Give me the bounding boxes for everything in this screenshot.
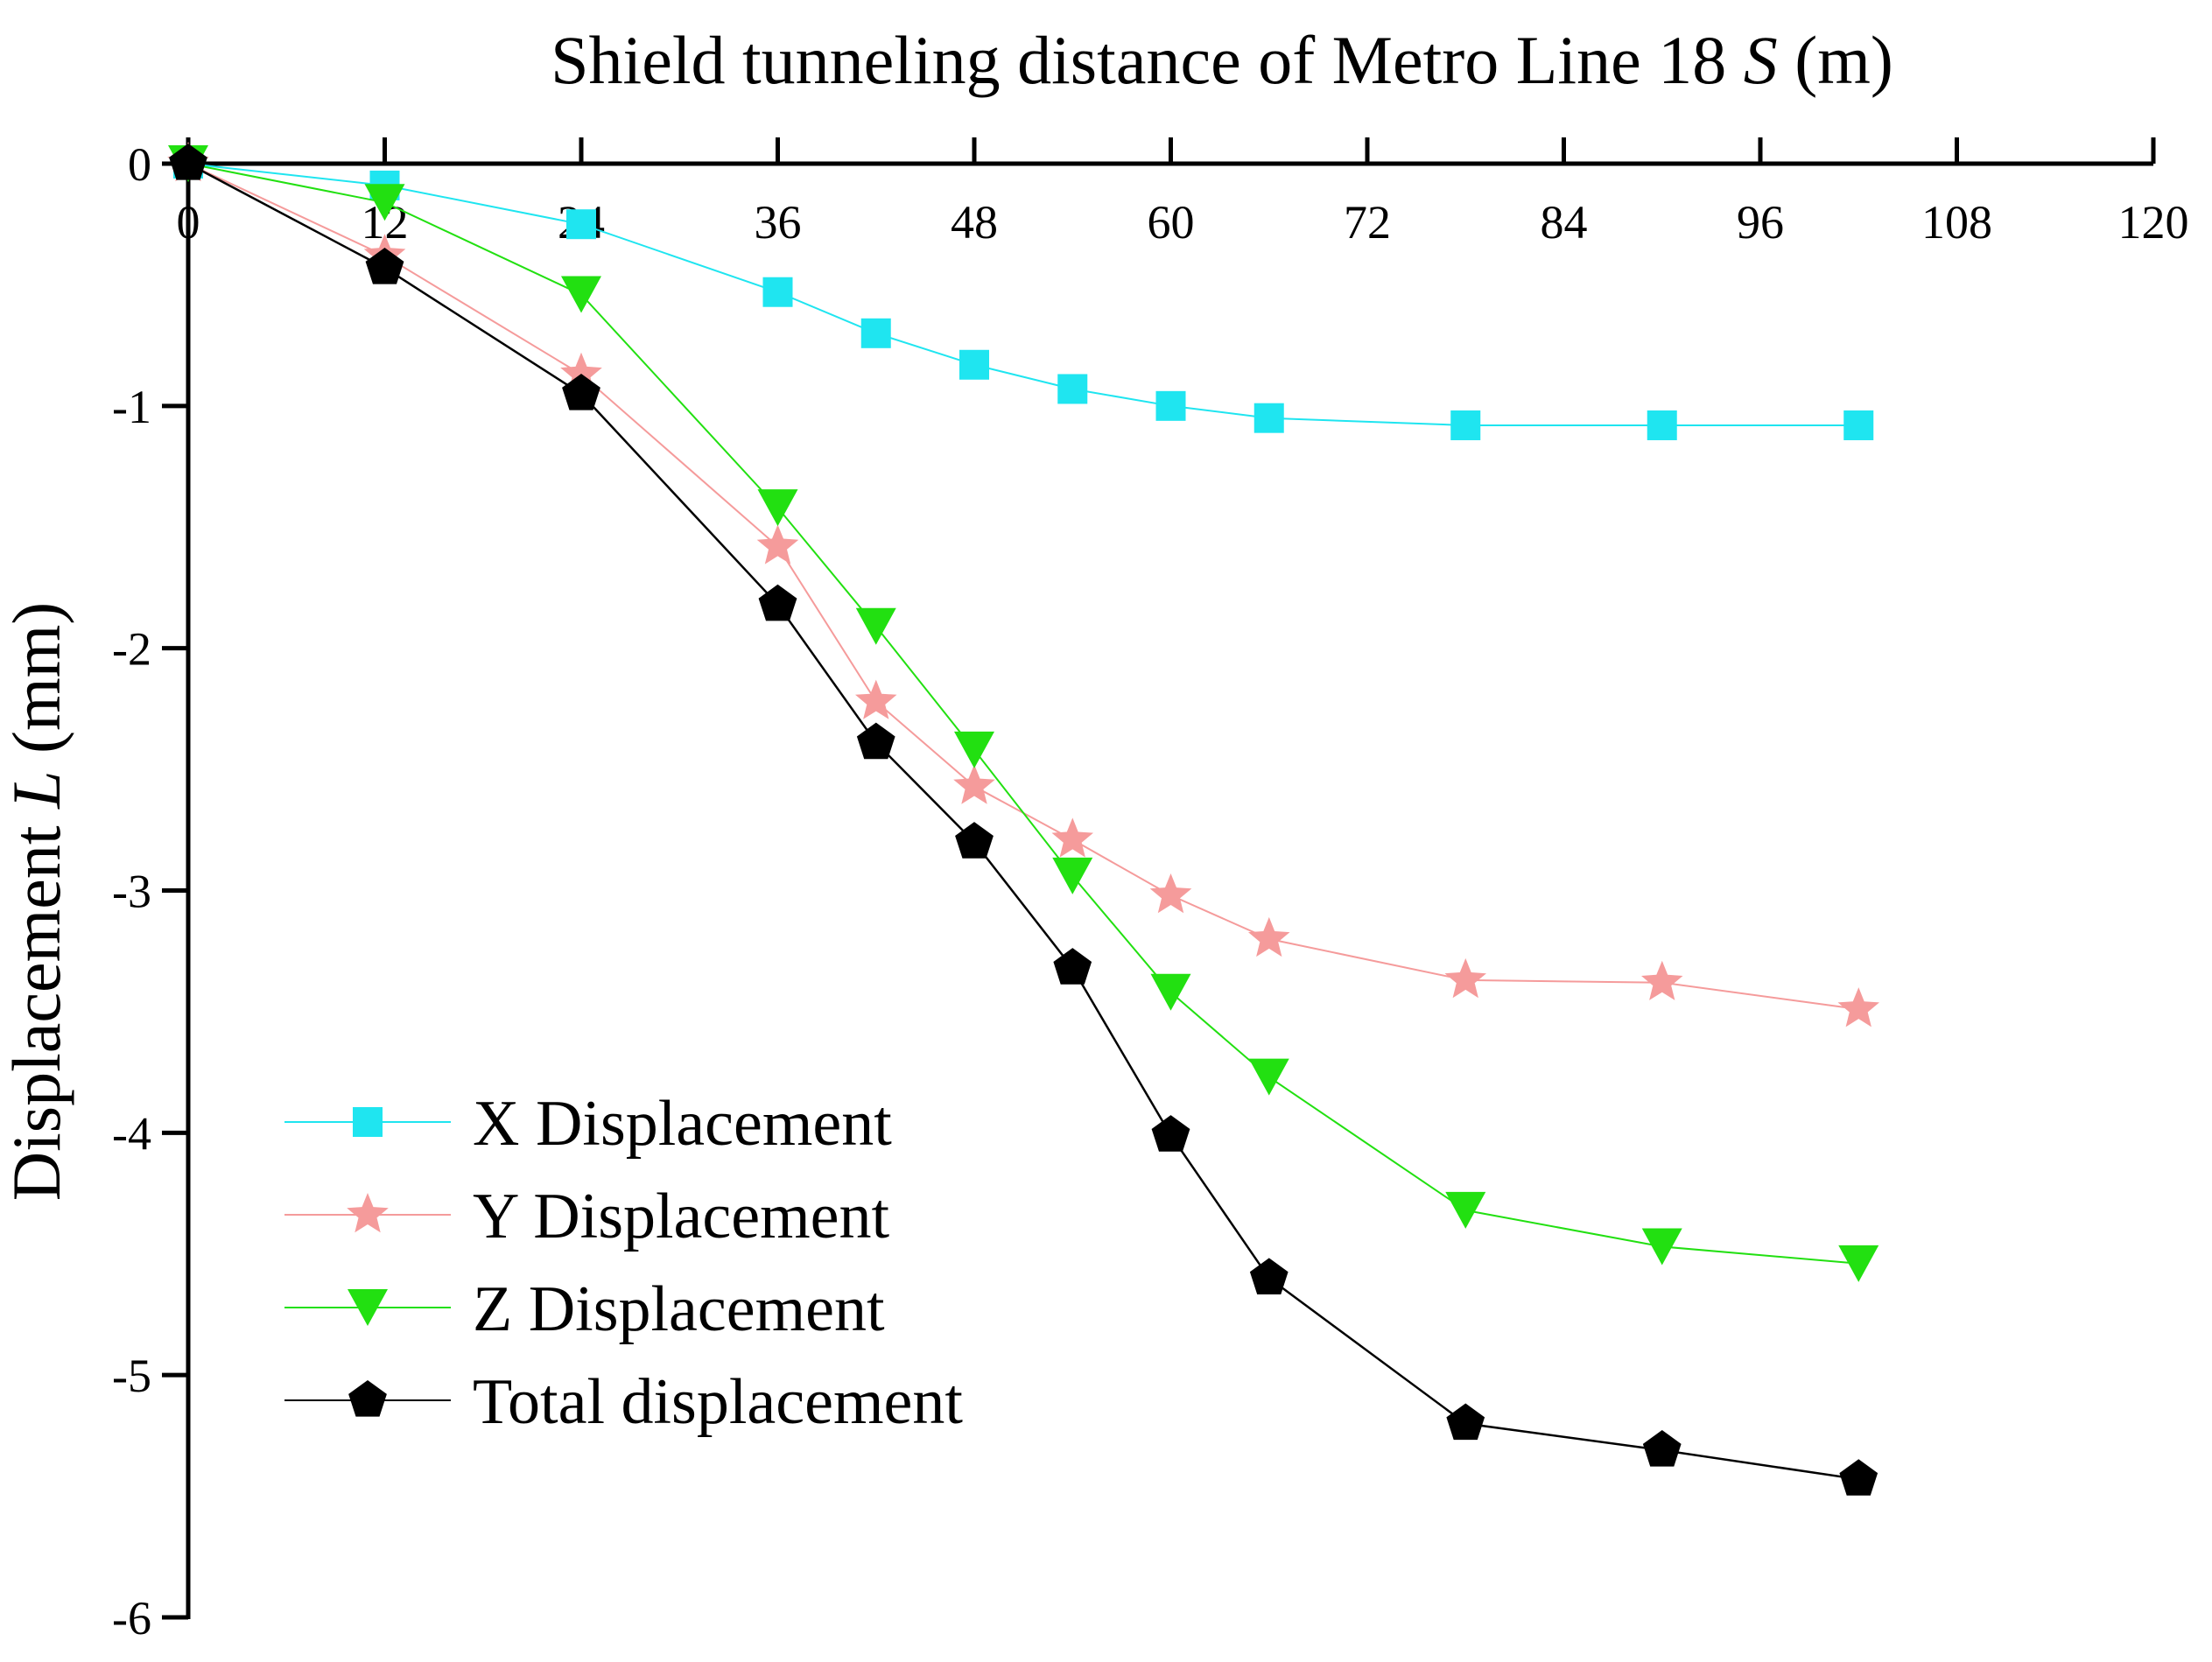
data-point bbox=[1445, 1191, 1486, 1229]
data-point bbox=[757, 489, 798, 527]
data-point bbox=[561, 276, 601, 313]
data-point bbox=[855, 607, 896, 645]
data-point bbox=[1057, 374, 1088, 404]
x-tick-label: 84 bbox=[1541, 196, 1588, 249]
data-point bbox=[365, 248, 404, 284]
x-tick-label: 72 bbox=[1344, 196, 1391, 249]
y-axis-title-unit: (mm) bbox=[0, 602, 74, 771]
data-point bbox=[566, 209, 596, 240]
legend-item: Z Displacement bbox=[284, 1273, 885, 1345]
data-point bbox=[1248, 1058, 1289, 1096]
data-point bbox=[1647, 410, 1677, 440]
data-point bbox=[1444, 957, 1486, 999]
data-point bbox=[1155, 390, 1186, 421]
x-tick-label: 96 bbox=[1737, 196, 1784, 249]
data-point bbox=[169, 144, 207, 180]
x-tick-label: 48 bbox=[951, 196, 998, 249]
data-point bbox=[954, 731, 994, 768]
data-point bbox=[1149, 873, 1192, 914]
data-point bbox=[855, 679, 897, 719]
data-point bbox=[953, 764, 995, 804]
legend-label: Z Displacement bbox=[473, 1273, 885, 1345]
data-point bbox=[1450, 410, 1481, 440]
legend-marker bbox=[348, 1380, 387, 1417]
legend-item: Y Displacement bbox=[284, 1181, 889, 1252]
data-point bbox=[1150, 973, 1191, 1011]
data-point bbox=[1249, 1258, 1289, 1294]
data-point bbox=[1838, 1245, 1879, 1282]
x-axis-title: Shield tunneling distance of Metro Line … bbox=[551, 22, 1893, 98]
data-point bbox=[1839, 1459, 1878, 1496]
data-point bbox=[756, 524, 799, 565]
legend-label: X Displacement bbox=[473, 1088, 892, 1160]
data-point bbox=[1253, 403, 1284, 433]
y-tick-label: 0 bbox=[128, 138, 151, 191]
data-point bbox=[860, 318, 891, 348]
x-axis-title-unit: (m) bbox=[1778, 22, 1893, 98]
data-point bbox=[562, 374, 600, 410]
x-tick-label: 0 bbox=[177, 196, 200, 249]
data-point bbox=[1051, 817, 1093, 858]
series-layer bbox=[167, 142, 1879, 1496]
data-point bbox=[1843, 410, 1874, 440]
series-line bbox=[187, 163, 1859, 426]
data-point bbox=[955, 822, 994, 859]
legend-label: Total displacement bbox=[473, 1366, 963, 1438]
data-point bbox=[762, 277, 793, 307]
y-tick-label: -2 bbox=[112, 623, 151, 676]
y-tick-label: -1 bbox=[112, 381, 151, 433]
legend-label: Y Displacement bbox=[473, 1181, 889, 1252]
series-total-displacement bbox=[169, 144, 1878, 1496]
legend-item: X Displacement bbox=[284, 1088, 892, 1160]
legend-marker bbox=[353, 1107, 383, 1137]
x-axis-title-symbol: S bbox=[1744, 22, 1778, 98]
data-point bbox=[1248, 916, 1290, 957]
x-tick-label: 36 bbox=[755, 196, 802, 249]
data-point bbox=[1446, 1403, 1485, 1441]
data-point bbox=[1837, 987, 1879, 1027]
y-tick-label: -5 bbox=[112, 1350, 151, 1402]
y-tick-label: -4 bbox=[112, 1107, 151, 1160]
data-point bbox=[1641, 960, 1683, 1000]
y-tick-label: -6 bbox=[112, 1592, 151, 1644]
series-z-displacement bbox=[168, 145, 1879, 1282]
data-point bbox=[1053, 948, 1092, 985]
x-axis-title-main: Shield tunneling distance of Metro Line … bbox=[551, 22, 1744, 98]
data-point bbox=[364, 184, 405, 221]
data-point bbox=[1641, 1228, 1682, 1266]
x-tick-label: 108 bbox=[1921, 196, 1992, 249]
y-axis-title-main: Displacement bbox=[0, 809, 74, 1201]
y-axis-title: Displacement L (mm) bbox=[0, 602, 74, 1202]
data-point bbox=[560, 352, 602, 393]
x-tick-label: 120 bbox=[2118, 196, 2189, 249]
legend-marker bbox=[347, 1193, 389, 1233]
series-line bbox=[187, 163, 1859, 1265]
data-point bbox=[1642, 1430, 1682, 1467]
y-tick-label: -3 bbox=[112, 866, 151, 918]
series-line bbox=[187, 162, 1859, 1481]
data-point bbox=[1052, 857, 1093, 894]
data-point bbox=[758, 584, 797, 621]
legend: X Displacement Y Displacement Z Displaceme… bbox=[284, 1088, 963, 1438]
legend-marker bbox=[348, 1289, 388, 1326]
y-axis-title-symbol: L bbox=[0, 771, 74, 810]
data-point bbox=[1151, 1115, 1190, 1152]
data-point bbox=[959, 349, 989, 380]
x-tick-label: 60 bbox=[1148, 196, 1195, 249]
legend-item: Total displacement bbox=[284, 1366, 963, 1438]
data-point bbox=[856, 722, 895, 760]
